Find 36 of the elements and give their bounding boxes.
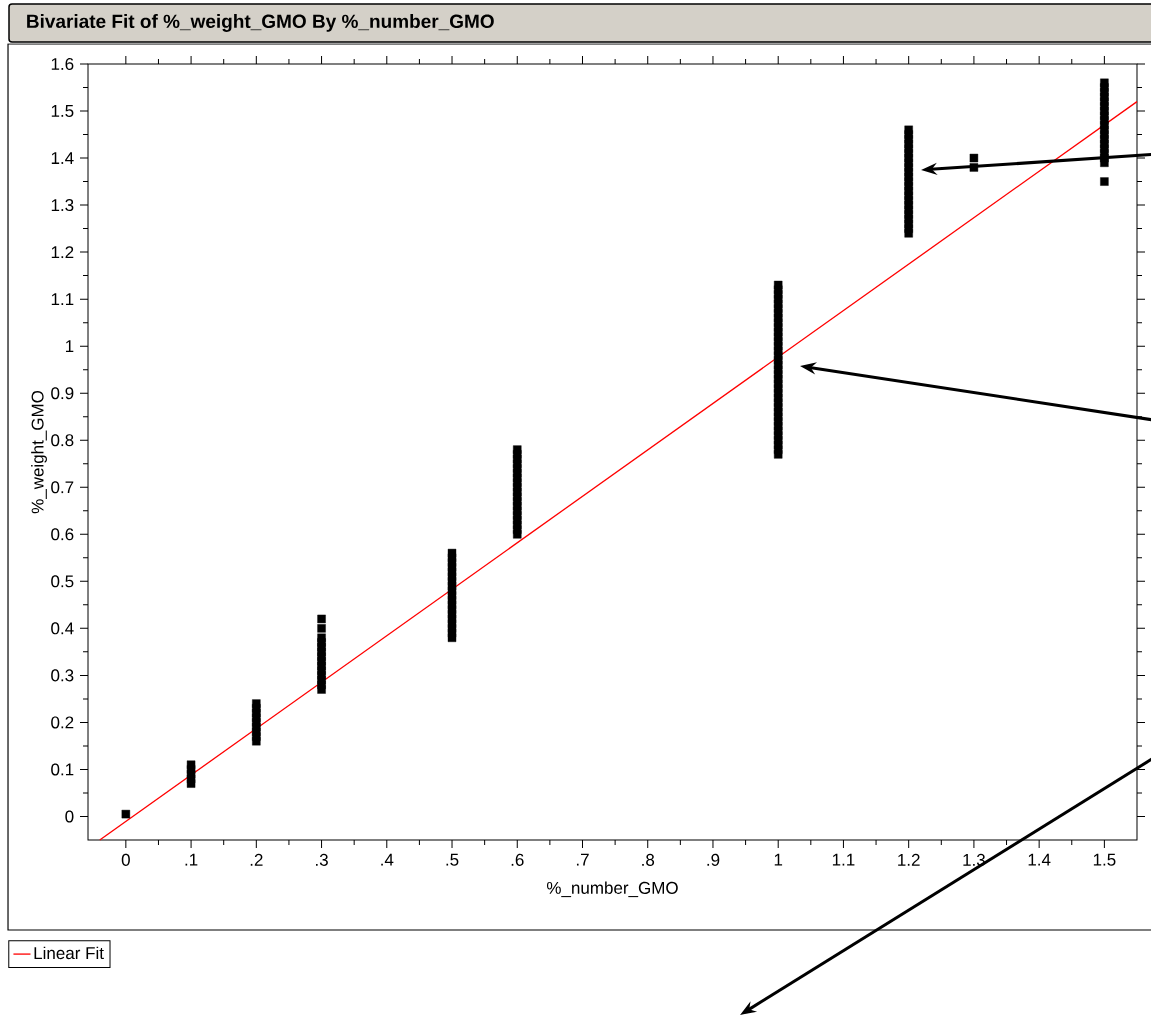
x-tick-label: .5: [446, 853, 459, 866]
x-tick-label: 1.2: [898, 853, 920, 866]
x-axis-title: %_number_GMO: [546, 881, 678, 898]
y-tick-label: 0: [65, 810, 74, 823]
y-tick-label: 0.2: [51, 716, 74, 729]
y-axis-title: %_weight_GMO: [31, 390, 47, 514]
y-tick-label: 0.8: [51, 434, 74, 447]
x-tick-label: .8: [642, 853, 655, 866]
y-tick-label: 0.6: [51, 528, 74, 541]
x-tick-label: .6: [511, 853, 524, 866]
x-tick-label: .7: [576, 853, 589, 866]
x-tick-label: .9: [707, 853, 720, 866]
x-tick-label: 0: [121, 853, 130, 866]
x-tick-label: .4: [381, 853, 394, 866]
x-tick-label: .2: [250, 853, 263, 866]
y-tick-label: 1.2: [51, 246, 74, 259]
x-tick-label: .1: [185, 853, 198, 866]
x-tick-label: 1.1: [832, 853, 855, 866]
x-tick-label: 1: [774, 853, 783, 866]
y-tick-label: 0.4: [51, 622, 74, 635]
y-tick-label: 0.3: [51, 669, 74, 682]
y-tick-label: 1.3: [51, 199, 74, 212]
y-tick-label: 1.1: [51, 293, 74, 305]
x-tick-label: 1.4: [1028, 853, 1051, 866]
y-tick-label: 0.9: [51, 387, 74, 400]
chart-title: Bivariate Fit of %_weight_GMO By %_number_GMO: [27, 14, 494, 32]
x-tick-label: 1.5: [1093, 853, 1116, 866]
y-tick-label: 0.7: [51, 481, 74, 494]
x-tick-label: .3: [316, 853, 328, 866]
y-tick-label: 0.1: [51, 763, 74, 776]
legend-label: Linear Fit: [34, 946, 104, 960]
y-tick-label: 0.5: [51, 575, 74, 588]
y-tick-label: 1.4: [51, 152, 74, 164]
y-tick-label: 1.5: [51, 105, 74, 117]
y-tick-label: 1: [65, 340, 74, 353]
y-tick-label: 1.6: [51, 57, 74, 71]
